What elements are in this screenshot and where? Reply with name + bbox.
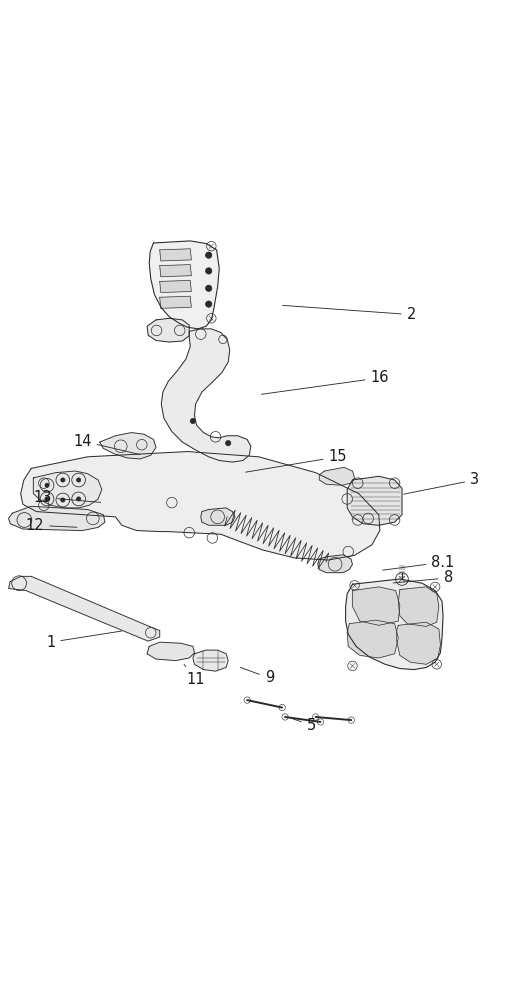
Text: 13: 13 (34, 490, 101, 505)
Circle shape (45, 483, 49, 487)
Polygon shape (193, 650, 228, 671)
Polygon shape (160, 265, 191, 277)
Polygon shape (160, 249, 191, 261)
Polygon shape (160, 280, 191, 293)
Text: 12: 12 (26, 518, 77, 533)
Polygon shape (397, 622, 440, 664)
Text: 5: 5 (290, 718, 316, 733)
Polygon shape (347, 620, 398, 658)
Circle shape (225, 440, 231, 446)
Polygon shape (8, 576, 160, 641)
Polygon shape (201, 508, 235, 525)
Polygon shape (149, 241, 219, 329)
Text: 16: 16 (261, 370, 389, 394)
Text: 9: 9 (240, 667, 274, 685)
Text: 8: 8 (393, 570, 453, 585)
Text: 15: 15 (246, 449, 347, 472)
Circle shape (205, 285, 212, 291)
Text: 14: 14 (73, 434, 140, 455)
Circle shape (61, 498, 65, 502)
Polygon shape (100, 433, 156, 459)
Polygon shape (147, 318, 189, 342)
Polygon shape (319, 467, 355, 485)
Polygon shape (21, 452, 380, 560)
Circle shape (45, 497, 49, 501)
Circle shape (205, 252, 212, 258)
Polygon shape (33, 471, 102, 508)
Text: 1: 1 (46, 631, 122, 650)
Circle shape (77, 497, 81, 501)
Polygon shape (398, 587, 439, 626)
Circle shape (77, 478, 81, 482)
Polygon shape (318, 555, 353, 573)
Text: 2: 2 (282, 305, 416, 322)
Polygon shape (162, 329, 251, 462)
Polygon shape (8, 506, 105, 531)
Polygon shape (160, 296, 191, 308)
Polygon shape (147, 642, 194, 661)
Polygon shape (353, 587, 400, 625)
Text: 11: 11 (184, 664, 205, 687)
Text: 8.1: 8.1 (383, 555, 455, 570)
Circle shape (190, 418, 195, 424)
Polygon shape (346, 579, 443, 670)
Circle shape (205, 301, 212, 307)
Circle shape (61, 478, 65, 482)
Text: 3: 3 (403, 472, 479, 494)
Polygon shape (347, 476, 402, 525)
Circle shape (205, 268, 212, 274)
